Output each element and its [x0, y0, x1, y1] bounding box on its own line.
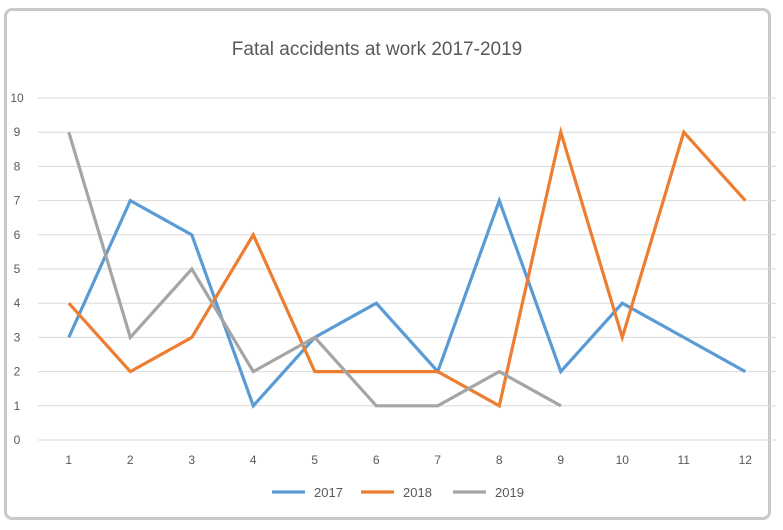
x-tick-label: 7	[434, 453, 441, 467]
y-tick-label: 2	[14, 365, 21, 379]
x-tick-label: 10	[616, 453, 630, 467]
y-tick-label: 9	[14, 125, 21, 139]
y-tick-label: 0	[14, 433, 21, 447]
x-tick-label: 9	[557, 453, 564, 467]
y-tick-label: 10	[10, 91, 24, 105]
legend-label-2019: 2019	[495, 485, 524, 500]
y-tick-label: 8	[14, 159, 21, 173]
y-tick-label: 5	[14, 262, 21, 276]
series-line-2017	[67, 195, 747, 409]
x-tick-label: 3	[188, 453, 195, 467]
x-tick-label: 4	[250, 453, 257, 467]
y-tick-label: 1	[14, 399, 21, 413]
chart-title: Fatal accidents at work 2017-2019	[232, 39, 522, 60]
series-lines	[67, 125, 747, 409]
x-tick-label: 1	[65, 453, 72, 467]
x-tick-label: 6	[373, 453, 380, 467]
x-tick-label: 8	[496, 453, 503, 467]
series-line-2018	[67, 125, 747, 409]
legend-label-2018: 2018	[403, 485, 432, 500]
x-tick-label: 2	[127, 453, 134, 467]
x-tick-label: 5	[311, 453, 318, 467]
x-tick-label: 12	[739, 453, 753, 467]
y-axis-ticks: 0 1 2 3 4 5 6 7 8 9 10	[10, 91, 24, 447]
legend-label-2017: 2017	[314, 485, 343, 500]
y-tick-label: 6	[14, 228, 21, 242]
y-tick-label: 7	[14, 194, 21, 208]
y-tick-label: 3	[14, 330, 21, 344]
gridlines	[38, 97, 776, 441]
y-tick-label: 4	[14, 296, 21, 310]
legend: 2017 2018 2019	[272, 485, 524, 500]
x-axis-ticks: 1 2 3 4 5 6 7 8 9 10 11 12	[65, 453, 752, 467]
series-line-2019	[67, 131, 562, 408]
x-tick-label: 11	[678, 453, 691, 467]
